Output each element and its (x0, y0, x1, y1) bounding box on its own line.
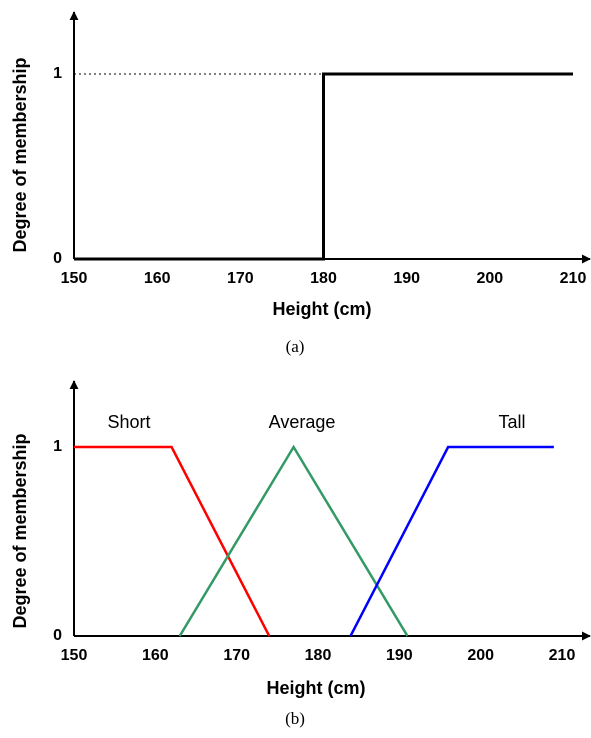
chart-b-series-tall (349, 445, 554, 637)
chart-a-x-tick-labels: 150 160 170 180 190 200 210 (61, 270, 587, 287)
chart-b-y-tick-label: 0 (53, 627, 62, 644)
chart-a-series (74, 72, 573, 261)
chart-a: 150 160 170 180 190 200 210 01 Height (cm) Deg… (10, 11, 591, 356)
chart-a-x-tick-label: 190 (393, 270, 420, 287)
chart-b-series-short (74, 445, 271, 637)
chart-a-y-tick-label: 0 (53, 250, 62, 267)
chart-a-series-step (74, 72, 573, 261)
chart-b-y-tick-label: 1 (53, 438, 62, 455)
chart-b-x-tick-label: 190 (386, 647, 413, 664)
chart-b-label-short: Short (107, 412, 150, 432)
chart-b-x-tick-label: 170 (223, 647, 250, 664)
chart-b-set-labels: Short Average Tall (107, 412, 525, 432)
chart-b-x-axis-label: Height (cm) (267, 678, 366, 698)
chart-b-series (74, 444, 554, 637)
chart-b-label-average: Average (269, 412, 336, 432)
chart-a-x-axis-label: Height (cm) (273, 299, 372, 319)
chart-b-series-average (178, 444, 409, 637)
chart-a-x-tick-label: 180 (310, 270, 337, 287)
chart-a-y-tick-label: 1 (53, 65, 62, 82)
chart-b-x-tick-label: 180 (305, 647, 332, 664)
chart-a-x-tick-label: 170 (227, 270, 254, 287)
chart-b: 150 160 170 180 190 200 210 01 Short Average Tal… (10, 380, 591, 728)
chart-b-x-tick-label: 150 (61, 647, 88, 664)
chart-a-x-tick-label: 200 (476, 270, 503, 287)
chart-b-y-tick-labels: 01 (53, 438, 62, 644)
chart-a-x-tick-label: 210 (560, 270, 587, 287)
chart-a-caption: (a) (286, 337, 305, 356)
chart-a-x-tick-label: 150 (61, 270, 88, 287)
chart-b-x-tick-label: 210 (549, 647, 576, 664)
chart-b-x-tick-label: 160 (142, 647, 169, 664)
chart-a-y-tick-labels: 01 (53, 65, 62, 267)
chart-b-x-tick-labels: 150 160 170 180 190 200 210 (61, 647, 576, 664)
chart-b-label-tall: Tall (498, 412, 525, 432)
chart-b-x-tick-label: 200 (467, 647, 494, 664)
chart-a-y-axis-label: Degree of membership (10, 57, 30, 252)
chart-b-y-axis-label: Degree of membership (10, 433, 30, 628)
chart-b-caption: (b) (285, 709, 305, 728)
chart-a-x-tick-label: 160 (144, 270, 171, 287)
